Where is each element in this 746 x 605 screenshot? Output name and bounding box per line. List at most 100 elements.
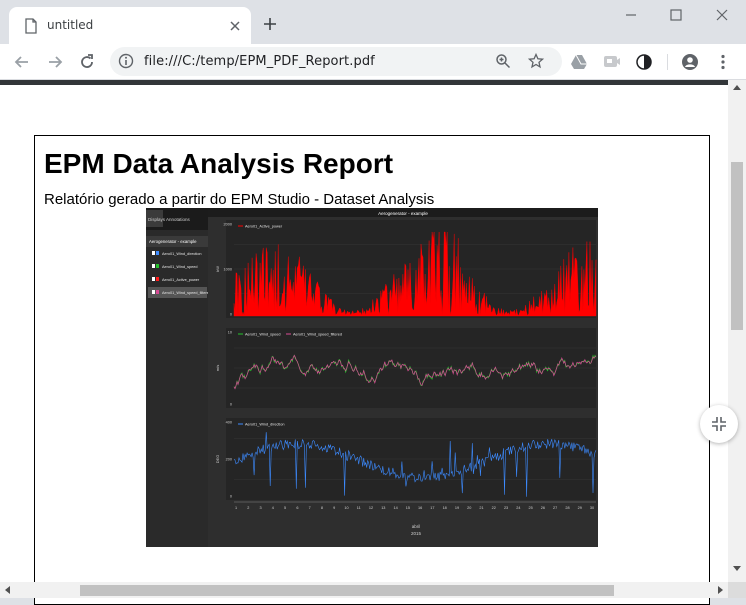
report-subtitle: Relatório gerado a partir do EPM Studio … [44, 191, 435, 208]
y-tick-label: 1000 [224, 268, 232, 272]
tab-title: untitled [47, 18, 94, 32]
y-axis-label: kW [215, 266, 220, 272]
vertical-scrollbar[interactable] [728, 80, 746, 582]
tree-item-swatch [156, 277, 159, 281]
tree-item-checkbox[interactable] [152, 277, 155, 281]
address-bar[interactable]: file:///C:/temp/EPM_PDF_Report.pdf [110, 47, 562, 76]
tab-strip: untitled [0, 0, 746, 44]
y-tick-label: 2000 [224, 223, 232, 227]
x-tick-label: 22 [492, 506, 496, 510]
reload-icon[interactable] [78, 53, 96, 71]
chart-window-title: Aerogenerator - example [378, 211, 428, 216]
pdf-viewer: EPM Data Analysis Report Relatório gerad… [0, 80, 746, 605]
chart-titlebar [208, 208, 598, 217]
forward-arrow-icon[interactable] [46, 53, 64, 71]
x-tick-label: 15 [406, 506, 410, 510]
tree-tab-displays [146, 210, 163, 227]
series-wind-speed-filtered [233, 354, 597, 390]
y-tick-label: 0 [230, 403, 232, 407]
x-tick-label: 7 [309, 506, 311, 510]
x-tick-label: 30 [590, 506, 594, 510]
y-tick-label: 400 [226, 421, 232, 425]
drive-extension-icon[interactable] [570, 53, 588, 71]
tree-panel [146, 208, 208, 547]
back-arrow-icon[interactable] [13, 53, 31, 71]
x-tick-label: 26 [541, 506, 545, 510]
document-icon [25, 18, 37, 34]
menu-dots-icon[interactable] [714, 53, 732, 71]
x-tick-label: 20 [467, 506, 471, 510]
scroll-up-icon[interactable] [733, 84, 741, 90]
x-tick-label: 25 [529, 506, 533, 510]
x-tick-label: 21 [479, 506, 483, 510]
scroll-left-icon[interactable] [4, 586, 10, 594]
y-tick-label: 200 [226, 458, 232, 462]
url-text[interactable]: file:///C:/temp/EPM_PDF_Report.pdf [144, 54, 375, 69]
tree-item-label[interactable]: Aero01_Wind_direction [162, 252, 201, 256]
scroll-right-icon[interactable] [718, 586, 724, 594]
toolbar-divider [667, 54, 668, 70]
minimize-icon[interactable] [624, 8, 638, 22]
tree-item-checkbox[interactable] [152, 251, 155, 255]
maximize-icon[interactable] [669, 8, 683, 22]
fit-page-icon [712, 417, 726, 431]
pdf-toolbar-edge [0, 80, 728, 85]
tree-item-checkbox[interactable] [152, 290, 155, 294]
pdf-page: EPM Data Analysis Report Relatório gerad… [34, 135, 710, 605]
x-tick-label: 3 [259, 506, 261, 510]
tree-item-swatch [156, 251, 159, 255]
legend-label: Aero01_Wind_speed [245, 333, 280, 337]
new-tab-icon[interactable] [263, 17, 277, 31]
series-wind-direction [233, 432, 597, 497]
x-tick-label: 19 [455, 506, 459, 510]
legend-label: Aero01_Active_power [245, 225, 283, 229]
x-tick-label: 5 [284, 506, 286, 510]
x-tick-label: 12 [369, 506, 373, 510]
tree-item-label[interactable]: Aero01_Wind_speed [162, 265, 197, 269]
close-window-icon[interactable] [715, 8, 729, 22]
scroll-down-icon[interactable] [733, 566, 741, 572]
x-tick-label: 11 [357, 506, 361, 510]
x-tick-label: 10 [344, 506, 348, 510]
bookmark-star-icon[interactable] [528, 53, 544, 69]
x-tick-label: 28 [565, 506, 569, 510]
zoom-icon[interactable] [495, 53, 511, 69]
x-tick-label: 4 [272, 506, 274, 510]
tab-untitled[interactable]: untitled [9, 7, 251, 44]
x-axis: 1 2 3 4 5 6 7 8 9 10 11 12 13 14 15 16 17 18 19 20 21 22 23 24 2… [234, 501, 596, 510]
tree-tab-displays-label: Displays [148, 217, 166, 222]
horizontal-scrollbar[interactable] [0, 582, 728, 598]
legend-label: Aero01_Wind_speed_filtered [293, 333, 342, 337]
x-axis-year: 2015 [411, 531, 422, 536]
profile-icon[interactable] [681, 53, 699, 71]
report-title: EPM Data Analysis Report [44, 148, 394, 179]
x-tick-label: 8 [321, 506, 323, 510]
vertical-scroll-thumb[interactable] [731, 162, 743, 330]
horizontal-scroll-thumb[interactable] [80, 585, 614, 596]
tree-item-label[interactable]: Aero01_Active_power [162, 278, 200, 282]
tree-item-label[interactable]: Aero01_Wind_speed_filtered [162, 291, 211, 295]
y-axis-label: DEG [215, 455, 220, 464]
close-tab-icon[interactable] [229, 20, 241, 32]
dark-mode-icon[interactable] [635, 53, 653, 71]
chart-panels: Aero01_Active_power200010000kWAero01_Win… [215, 220, 597, 500]
info-icon[interactable] [118, 53, 134, 69]
x-tick-label: 14 [393, 506, 397, 510]
scroll-corner [728, 582, 746, 598]
tree-root-label: Aerogenerator - example [149, 239, 197, 244]
tree-item-checkbox[interactable] [152, 264, 155, 268]
tree-item-swatch [156, 264, 159, 268]
cast-extension-icon[interactable] [603, 53, 621, 71]
fit-to-page-button[interactable] [700, 405, 738, 443]
x-tick-label: 1 [235, 506, 237, 510]
tree-root-row [146, 236, 208, 247]
x-tick-label: 2 [247, 506, 249, 510]
y-tick-label: 0 [230, 313, 232, 317]
x-tick-label: 9 [333, 506, 335, 510]
x-tick-label: 18 [443, 506, 447, 510]
y-axis-label: m/s [215, 365, 220, 371]
tree-item-swatch [156, 290, 159, 294]
x-axis-month: abril [412, 524, 421, 529]
x-tick-label: 24 [516, 506, 520, 510]
